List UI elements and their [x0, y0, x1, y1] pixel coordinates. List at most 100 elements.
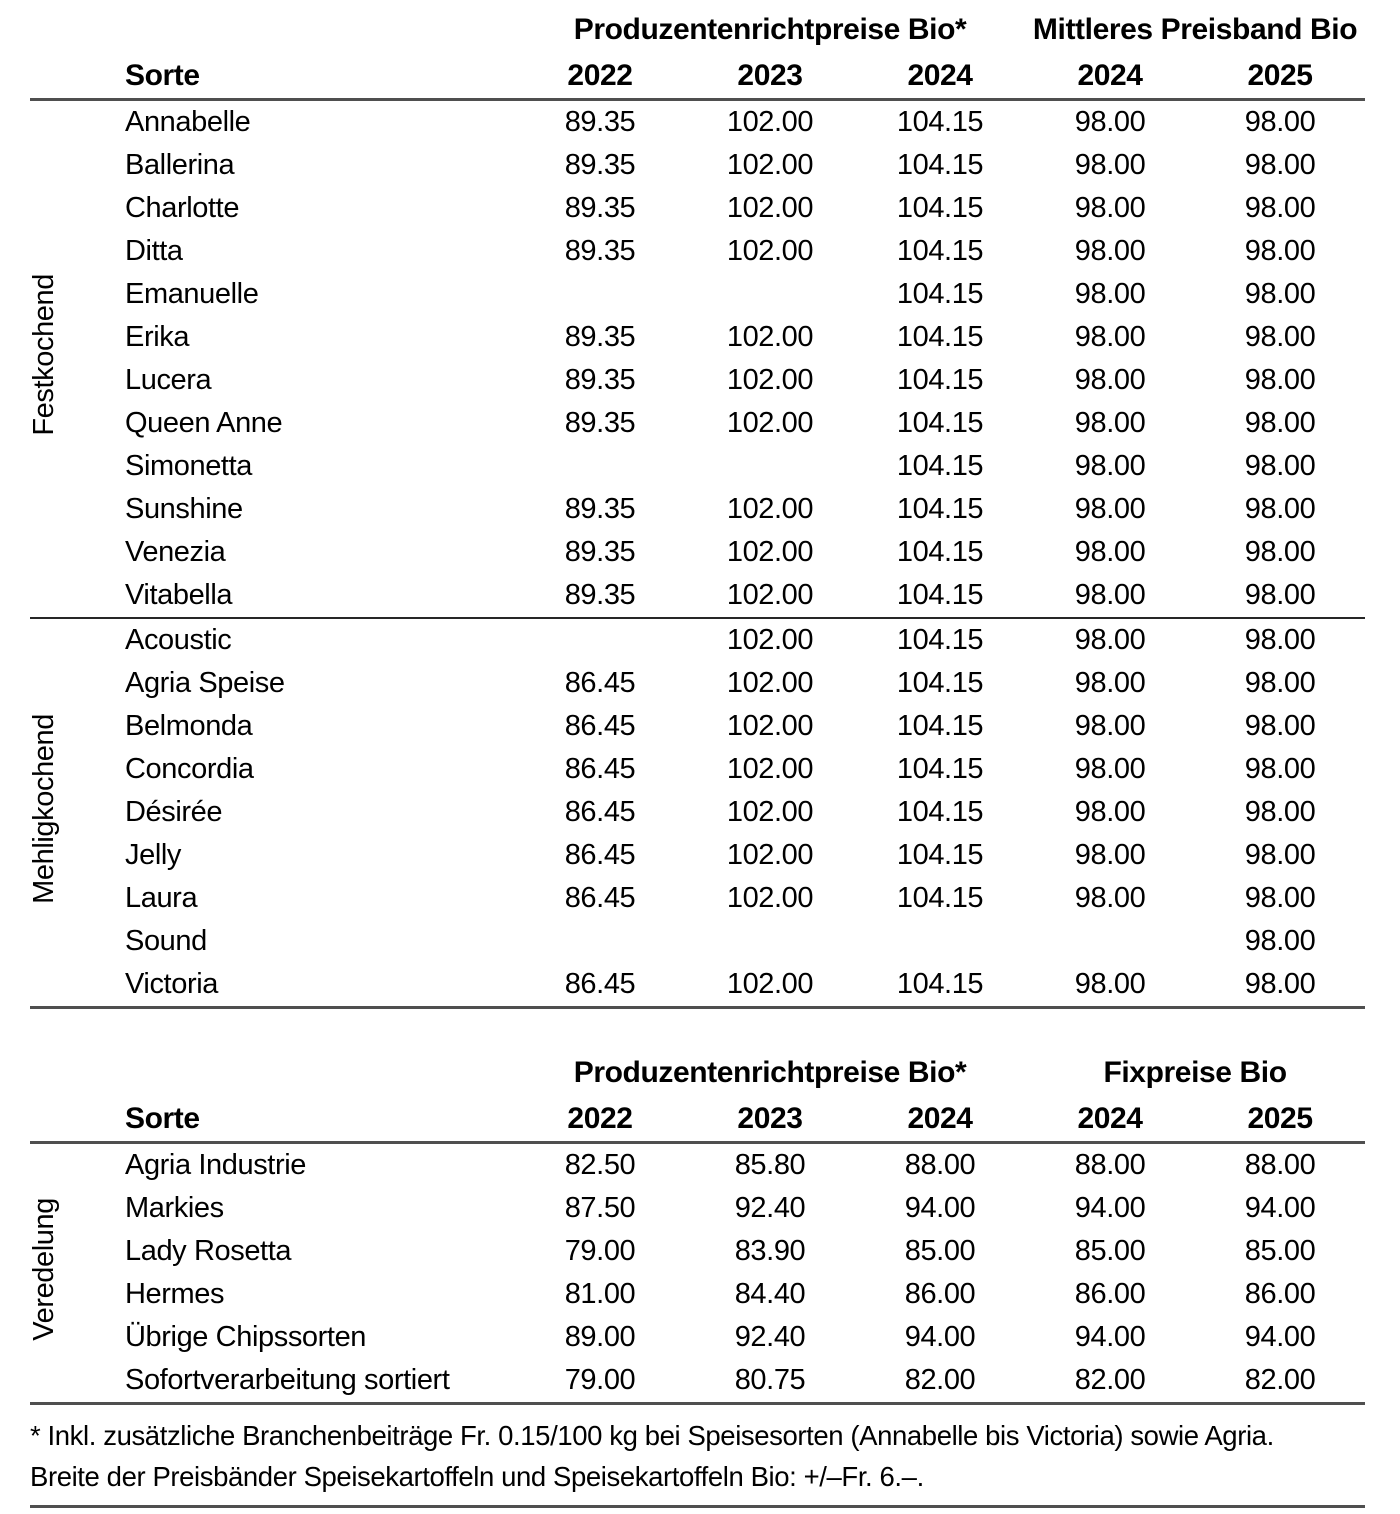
price-cell-2023: 83.90 — [734, 1235, 806, 1267]
sorte-cell: Belmonda — [125, 710, 253, 742]
price-cell-2024: 104.15 — [896, 450, 984, 482]
table-row: Lady Rosetta 79.00 83.90 85.00 85.00 85.00 — [30, 1230, 1365, 1273]
price-cell-2022 — [515, 618, 685, 662]
price-cell-2024: 88.00 — [904, 1149, 976, 1181]
price-cell-2024: 98.00 — [1074, 493, 1146, 525]
price-cell-2022: 89.35 — [564, 149, 636, 181]
price-cell-2025: 98.00 — [1244, 278, 1316, 310]
price-cell-2024: 85.00 — [1074, 1235, 1146, 1267]
sorte-cell: Concordia — [125, 753, 254, 785]
footnote-line-2: Breite der Preisbänder Speisekartoffeln … — [30, 1461, 924, 1492]
sorte-cell: Übrige Chipssorten — [125, 1321, 367, 1353]
price-cell-2025: 98.00 — [1244, 536, 1316, 568]
section-mehligkochend: Mehligkochend Acoustic 102.00 104.15 98.00 98… — [28, 618, 1366, 1008]
sorte-cell: Queen Anne — [125, 407, 283, 439]
price-cell-2022: 89.35 — [564, 407, 636, 439]
price-cell-2024: 104.15 — [896, 536, 984, 568]
price-cell-2022 — [515, 445, 685, 488]
price-cell-2022: 86.45 — [564, 968, 636, 1000]
price-cell-2024: 104.15 — [896, 882, 984, 914]
sorte-cell: Emanuelle — [125, 278, 259, 310]
table-row: Hermes 81.00 84.40 86.00 86.00 86.00 — [30, 1273, 1365, 1316]
year-column-header-4: 2024 — [1077, 59, 1143, 92]
price-cell-2025: 98.00 — [1244, 839, 1316, 871]
price-cell-2022: 81.00 — [564, 1278, 636, 1310]
price-cell-2023: 102.00 — [726, 753, 814, 785]
table-row: Désirée 86.45 102.00 104.15 98.00 98.00 — [30, 791, 1365, 834]
section-veredelung: Veredelung Agria Industrie 82.50 85.80 88.00… — [28, 1143, 1366, 1404]
price-cell-2022: 86.45 — [564, 882, 636, 914]
section-label: Veredelung — [28, 1197, 60, 1341]
sorte-cell: Agria Industrie — [125, 1149, 306, 1181]
price-cell-2024: 104.15 — [896, 624, 984, 656]
price-cell-2023 — [685, 273, 855, 316]
group-header-row: Produzentenrichtpreise Bio* Mittleres Pre… — [30, 6, 1365, 54]
price-cell-2025: 98.00 — [1244, 321, 1316, 353]
price-cell-2023: 102.00 — [726, 364, 814, 396]
price-cell-2024: 98.00 — [1074, 839, 1146, 871]
price-cell-2022 — [515, 273, 685, 316]
sorte-cell: Venezia — [125, 536, 226, 568]
price-cell-2024: 104.15 — [896, 235, 984, 267]
sorte-cell: Désirée — [125, 796, 223, 828]
price-cell-2023 — [685, 920, 855, 963]
price-cell-2023: 92.40 — [734, 1321, 806, 1353]
sorte-cell: Acoustic — [125, 624, 232, 656]
price-cell-2023: 102.00 — [726, 710, 814, 742]
price-cell-2025: 98.00 — [1244, 667, 1316, 699]
price-cell-2025: 98.00 — [1244, 624, 1316, 656]
price-cell-2023: 102.00 — [726, 882, 814, 914]
sorte-column-header: Sorte — [125, 1102, 200, 1135]
price-cell-2024: 98.00 — [1074, 235, 1146, 267]
price-cell-2024: 98.00 — [1074, 407, 1146, 439]
sorte-cell: Vitabella — [125, 579, 233, 611]
table-row: Mehligkochend Acoustic 102.00 104.15 98.00 98… — [28, 618, 1365, 903]
price-cell-2024: 104.15 — [896, 579, 984, 611]
footnote-line-1: * Inkl. zusätzliche Branchenbeiträge Fr.… — [30, 1420, 1274, 1451]
price-cell-2022: 86.45 — [564, 753, 636, 785]
section-label-cell: Festkochend — [28, 100, 125, 619]
price-cell-2023: 84.40 — [734, 1278, 806, 1310]
price-cell-2022: 89.00 — [564, 1321, 636, 1353]
section-label-cell: Mehligkochend — [28, 618, 125, 1008]
price-cell-2024: 98.00 — [1074, 278, 1146, 310]
price-cell-2023: 102.00 — [726, 536, 814, 568]
price-cell-2025: 98.00 — [1244, 493, 1316, 525]
price-cell-2024: 98.00 — [1074, 753, 1146, 785]
group-header-spacer — [30, 1049, 515, 1097]
section-label: Mehligkochend — [28, 713, 60, 904]
table-row: Sunshine 89.35 102.00 104.15 98.00 98.00 — [30, 488, 1365, 531]
sorte-cell: Charlotte — [125, 192, 240, 224]
price-cell-2024: 88.00 — [1074, 1149, 1146, 1181]
sorte-cell: Annabelle — [125, 106, 251, 138]
table-row: Victoria 86.45 102.00 104.15 98.00 98.00 — [30, 963, 1365, 1008]
year-header-spacer — [30, 54, 125, 100]
sorte-cell: Markies — [125, 1192, 224, 1224]
section-festkochend: Festkochend Annabelle 89.35 102.00 104.15 98.… — [28, 100, 1366, 619]
price-cell-2024: 98.00 — [1074, 450, 1146, 482]
price-cell-2023: 102.00 — [726, 149, 814, 181]
price-cell-2025: 98.00 — [1244, 407, 1316, 439]
price-cell-2025: 86.00 — [1244, 1278, 1316, 1310]
price-cell-2023: 102.00 — [726, 839, 814, 871]
price-cell-2022: 82.50 — [564, 1149, 636, 1181]
table-header: Produzentenrichtpreise Bio* Mittleres Pre… — [30, 6, 1366, 100]
price-cell-2025: 98.00 — [1244, 106, 1316, 138]
price-table-speisekartoffeln-bio: Produzentenrichtpreise Bio* Mittleres Pre… — [28, 6, 1366, 1009]
year-column-header-2: 2023 — [737, 1102, 803, 1135]
year-column-header-3: 2024 — [907, 1102, 973, 1135]
table-header: Produzentenrichtpreise Bio* Fixpreise Bio… — [30, 1049, 1366, 1143]
price-cell-2024: 104.15 — [896, 407, 984, 439]
price-cell-2025: 82.00 — [1244, 1364, 1316, 1396]
price-cell-2024: 94.00 — [904, 1192, 976, 1224]
price-cell-2023: 102.00 — [726, 796, 814, 828]
price-cell-2024: 86.00 — [904, 1278, 976, 1310]
price-cell-2024: 104.15 — [896, 968, 984, 1000]
price-cell-2022: 89.35 — [564, 235, 636, 267]
price-cell-2024: 104.15 — [896, 106, 984, 138]
year-header-row: Sorte 2022 2023 2024 2024 2025 — [30, 1097, 1365, 1143]
price-cell-2022: 86.45 — [564, 796, 636, 828]
price-cell-2023: 102.00 — [726, 968, 814, 1000]
price-cell-2024: 98.00 — [1074, 106, 1146, 138]
table-row: Venezia 89.35 102.00 104.15 98.00 98.00 — [30, 531, 1365, 574]
